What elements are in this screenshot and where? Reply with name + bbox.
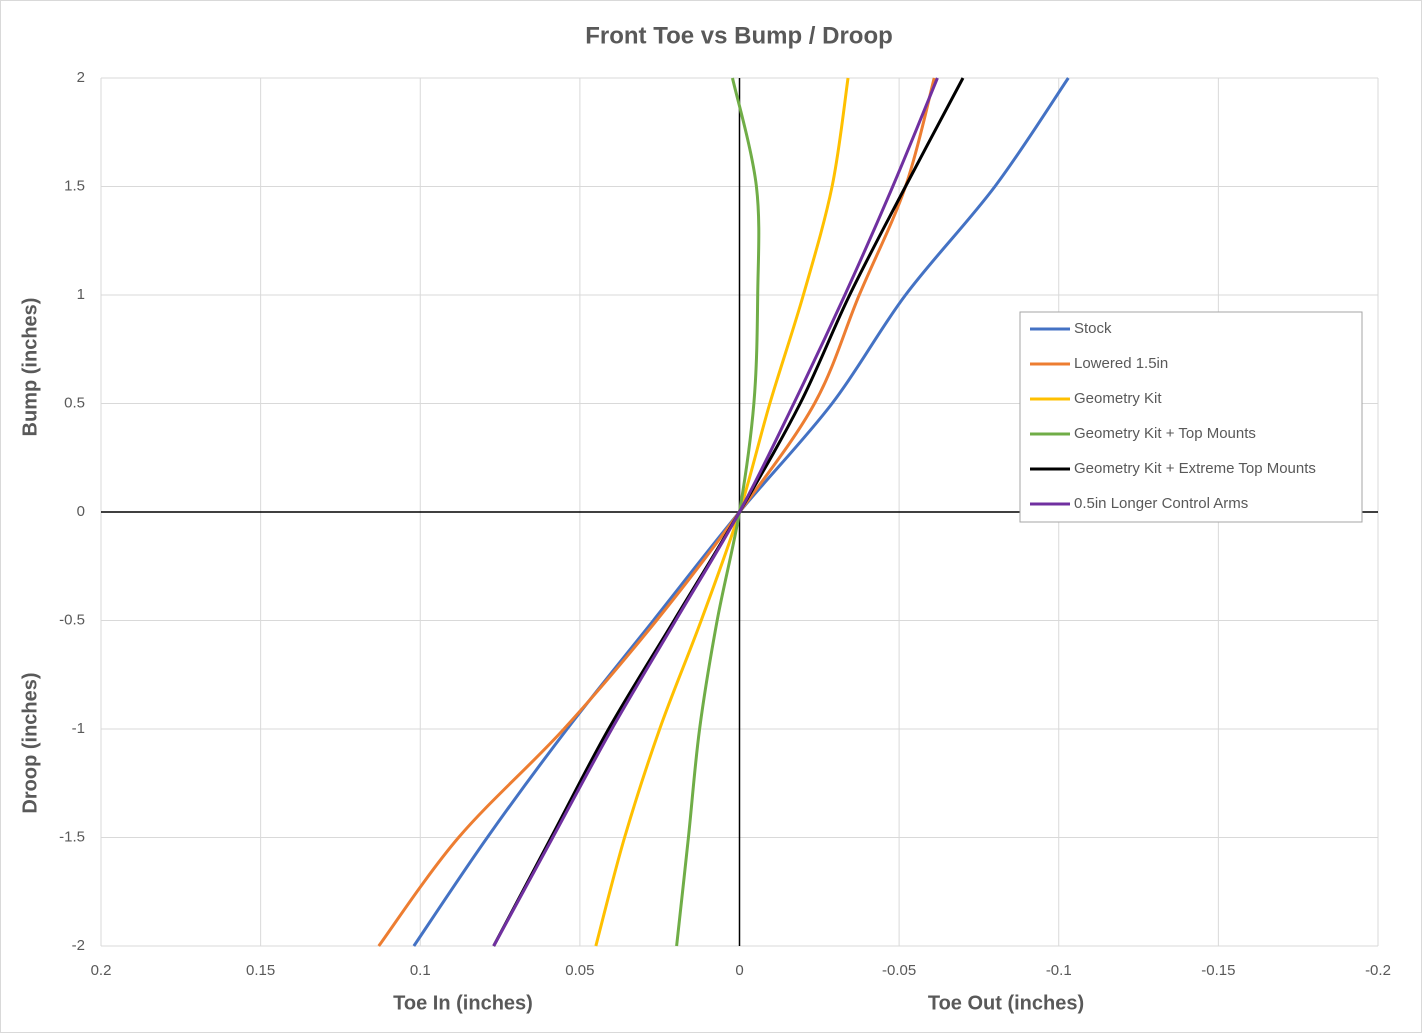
y-tick-label: 1 (77, 286, 85, 303)
legend-label: 0.5in Longer Control Arms (1074, 495, 1248, 512)
y-tick-label: -1.5 (59, 828, 85, 845)
x-tick-label: -0.15 (1201, 962, 1235, 979)
series-line (492, 77, 939, 947)
x-tick-label: 0.2 (91, 962, 112, 979)
x-tick-label: -0.2 (1365, 962, 1391, 979)
y-tick-label: 0 (77, 503, 85, 520)
x-tick-label: -0.05 (882, 962, 916, 979)
legend-label: Geometry Kit (1074, 390, 1162, 407)
chart-title: Front Toe vs Bump / Droop (585, 22, 893, 49)
y-tick-label: 2 (77, 69, 85, 86)
legend-label: Lowered 1.5in (1074, 355, 1168, 372)
x-axis-label: Toe In (inches) (393, 992, 533, 1014)
legend-label: Stock (1074, 320, 1112, 337)
x-tick-label: 0.1 (410, 962, 431, 979)
y-tick-label: -0.5 (59, 611, 85, 628)
x-tick-label: -0.1 (1046, 962, 1072, 979)
y-tick-label: 1.5 (64, 177, 85, 194)
legend-box (1019, 311, 1363, 523)
y-axis-label: Droop (inches) (19, 672, 41, 813)
y-axis-label: Bump (inches) (19, 298, 41, 437)
y-tick-label: -2 (72, 937, 85, 954)
x-tick-label: 0.15 (246, 962, 275, 979)
x-tick-label: 0 (735, 962, 743, 979)
legend-label: Geometry Kit + Top Mounts (1074, 425, 1256, 442)
y-tick-label: -1 (72, 720, 85, 737)
x-tick-label: 0.05 (565, 962, 594, 979)
legend-label: Geometry Kit + Extreme Top Mounts (1074, 460, 1316, 477)
y-tick-label: 0.5 (64, 394, 85, 411)
legend: Stock Lowered 1.5in Geometry Kit Geometry K… (1019, 311, 1363, 523)
x-axis-label: Toe Out (inches) (928, 992, 1084, 1014)
